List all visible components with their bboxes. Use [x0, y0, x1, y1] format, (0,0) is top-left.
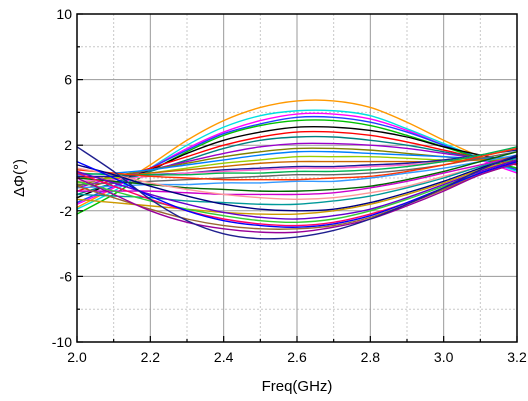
x-tick-label: 2.8 — [361, 349, 381, 365]
x-tick-label: 2.4 — [214, 349, 234, 365]
y-tick-label: 2 — [64, 137, 72, 153]
series-line-24 — [76, 155, 518, 212]
y-axis-title: ΔΦ(°) — [11, 159, 28, 197]
y-tick-label: 6 — [64, 72, 72, 88]
series-line-22 — [76, 157, 518, 201]
series-line-18 — [76, 147, 518, 181]
x-tick-label: 2.6 — [287, 349, 307, 365]
y-tick-labels: -10 -6 -2 2 6 10 — [52, 6, 72, 350]
series-line-8 — [76, 135, 518, 196]
series-line-27 — [76, 160, 518, 224]
x-tick-label: 3.0 — [434, 349, 454, 365]
series-line-25 — [76, 159, 518, 216]
axis-ticks — [76, 13, 518, 343]
x-tick-label: 2.2 — [141, 349, 161, 365]
x-tick-label: 3.2 — [507, 349, 527, 365]
x-tick-label: 2.0 — [67, 349, 87, 365]
series-line-16 — [76, 146, 518, 176]
series-line-20 — [76, 151, 518, 193]
y-tick-label: -10 — [52, 334, 72, 350]
series-line-1 — [76, 99, 518, 209]
series-line-7 — [76, 130, 518, 192]
series-line-32 — [76, 146, 518, 240]
series-line-26 — [76, 159, 518, 220]
y-tick-label: -6 — [60, 268, 73, 284]
series-line-21 — [76, 155, 518, 196]
series-line-23 — [76, 157, 518, 206]
series-layer — [76, 99, 518, 240]
x-axis-title: Freq(GHz) — [262, 378, 333, 395]
y-tick-label: 10 — [56, 6, 72, 22]
x-tick-labels: 2.0 2.2 2.4 2.6 2.8 3.0 3.2 — [67, 349, 527, 365]
series-line-11 — [76, 150, 518, 176]
y-tick-label: -2 — [60, 203, 73, 219]
series-line-31 — [76, 162, 518, 234]
series-line-30 — [76, 162, 518, 230]
